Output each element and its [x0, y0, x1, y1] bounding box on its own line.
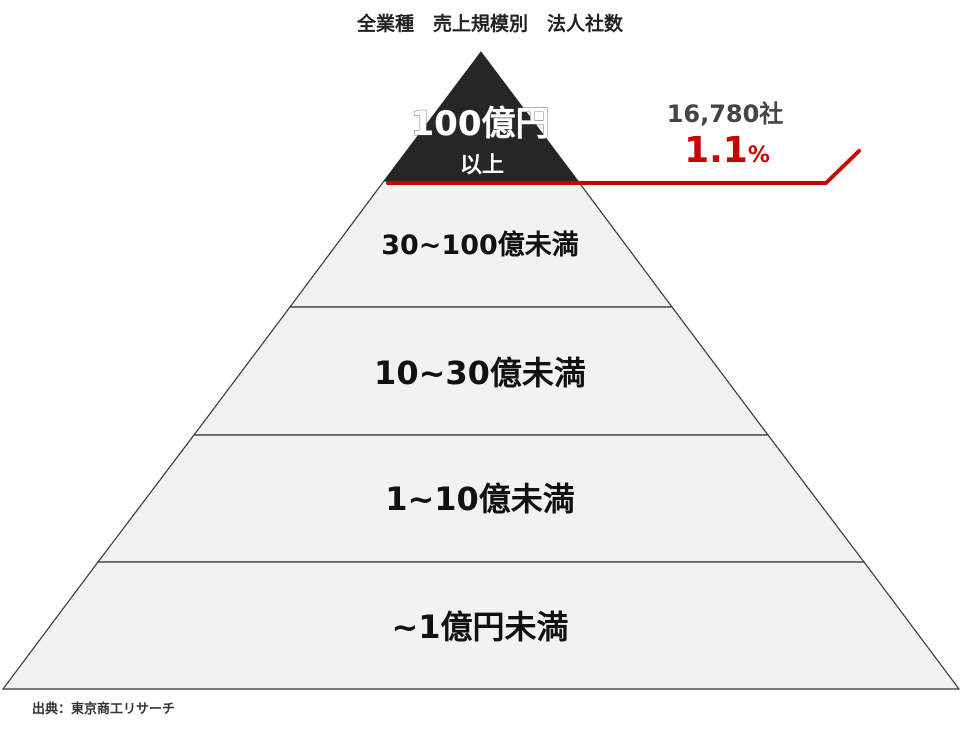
tier-label: ~1億円未満 [391, 608, 568, 646]
tier-label-top-line1: 100億円 [411, 104, 550, 144]
tier-label: 10~30億未満 [374, 354, 586, 392]
tier-under-1 [1, 561, 960, 690]
tier-label-top-line2: 以上 [460, 153, 504, 178]
callout-count: 16,780社 [667, 100, 784, 128]
callout-percent: 1.1% [684, 130, 770, 171]
chart-title: 全業種 売上規模別 法人社数 [356, 12, 624, 35]
tier-label: 30~100億未満 [381, 230, 579, 261]
tier-label: 1~10億未満 [385, 480, 575, 518]
callout-line [386, 149, 861, 185]
source-note: 出典：東京商工リサーチ [32, 701, 175, 717]
